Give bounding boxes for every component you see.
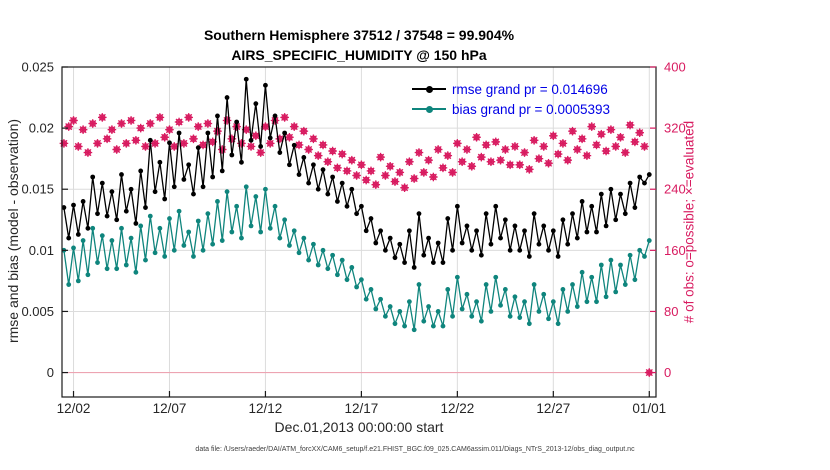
data-file-caption: data file: /Users/raeder/DAI/ATM_forcXX/… [195, 446, 635, 453]
legend-label-bias: bias grand pr = 0.0005393 [452, 101, 610, 117]
svg-text:12/07: 12/07 [153, 401, 187, 416]
svg-text:0: 0 [664, 365, 671, 380]
svg-text:240: 240 [664, 182, 686, 197]
rmse-line-sample [412, 85, 446, 93]
svg-text:400: 400 [664, 60, 686, 75]
svg-text:01/01: 01/01 [632, 401, 666, 416]
x-axis-label: Dec.01,2013 00:00:00 start [274, 419, 444, 435]
legend-item-bias: bias grand pr = 0.0005393 [412, 99, 610, 119]
svg-text:0.025: 0.025 [21, 60, 54, 75]
legend: rmse grand pr = 0.014696 bias grand pr =… [412, 79, 610, 119]
svg-text:12/27: 12/27 [536, 401, 570, 416]
svg-text:0.015: 0.015 [21, 182, 54, 197]
y-axis-label-left: rmse and bias (model - observation) [5, 118, 21, 344]
svg-text:0.02: 0.02 [29, 121, 54, 136]
legend-label-rmse: rmse grand pr = 0.014696 [452, 81, 608, 97]
svg-text:0.005: 0.005 [21, 304, 54, 319]
svg-text:0: 0 [47, 365, 54, 380]
chart-subtitle: AIRS_SPECIFIC_HUMIDITY @ 150 hPa [231, 47, 487, 63]
svg-text:12/17: 12/17 [345, 401, 379, 416]
bias-line-sample [412, 105, 446, 113]
svg-text:80: 80 [664, 304, 678, 319]
svg-text:12/12: 12/12 [249, 401, 283, 416]
y-axis-label-right: # of obs: o=possible; ×=evaluated [681, 120, 697, 324]
svg-text:0.01: 0.01 [29, 243, 54, 258]
svg-text:160: 160 [664, 243, 686, 258]
chart-title: Southern Hemisphere 37512 / 37548 = 99.9… [203, 27, 515, 43]
svg-text:12/02: 12/02 [57, 401, 91, 416]
svg-text:320: 320 [664, 121, 686, 136]
legend-item-rmse: rmse grand pr = 0.014696 [412, 79, 610, 99]
svg-text:12/22: 12/22 [440, 401, 474, 416]
